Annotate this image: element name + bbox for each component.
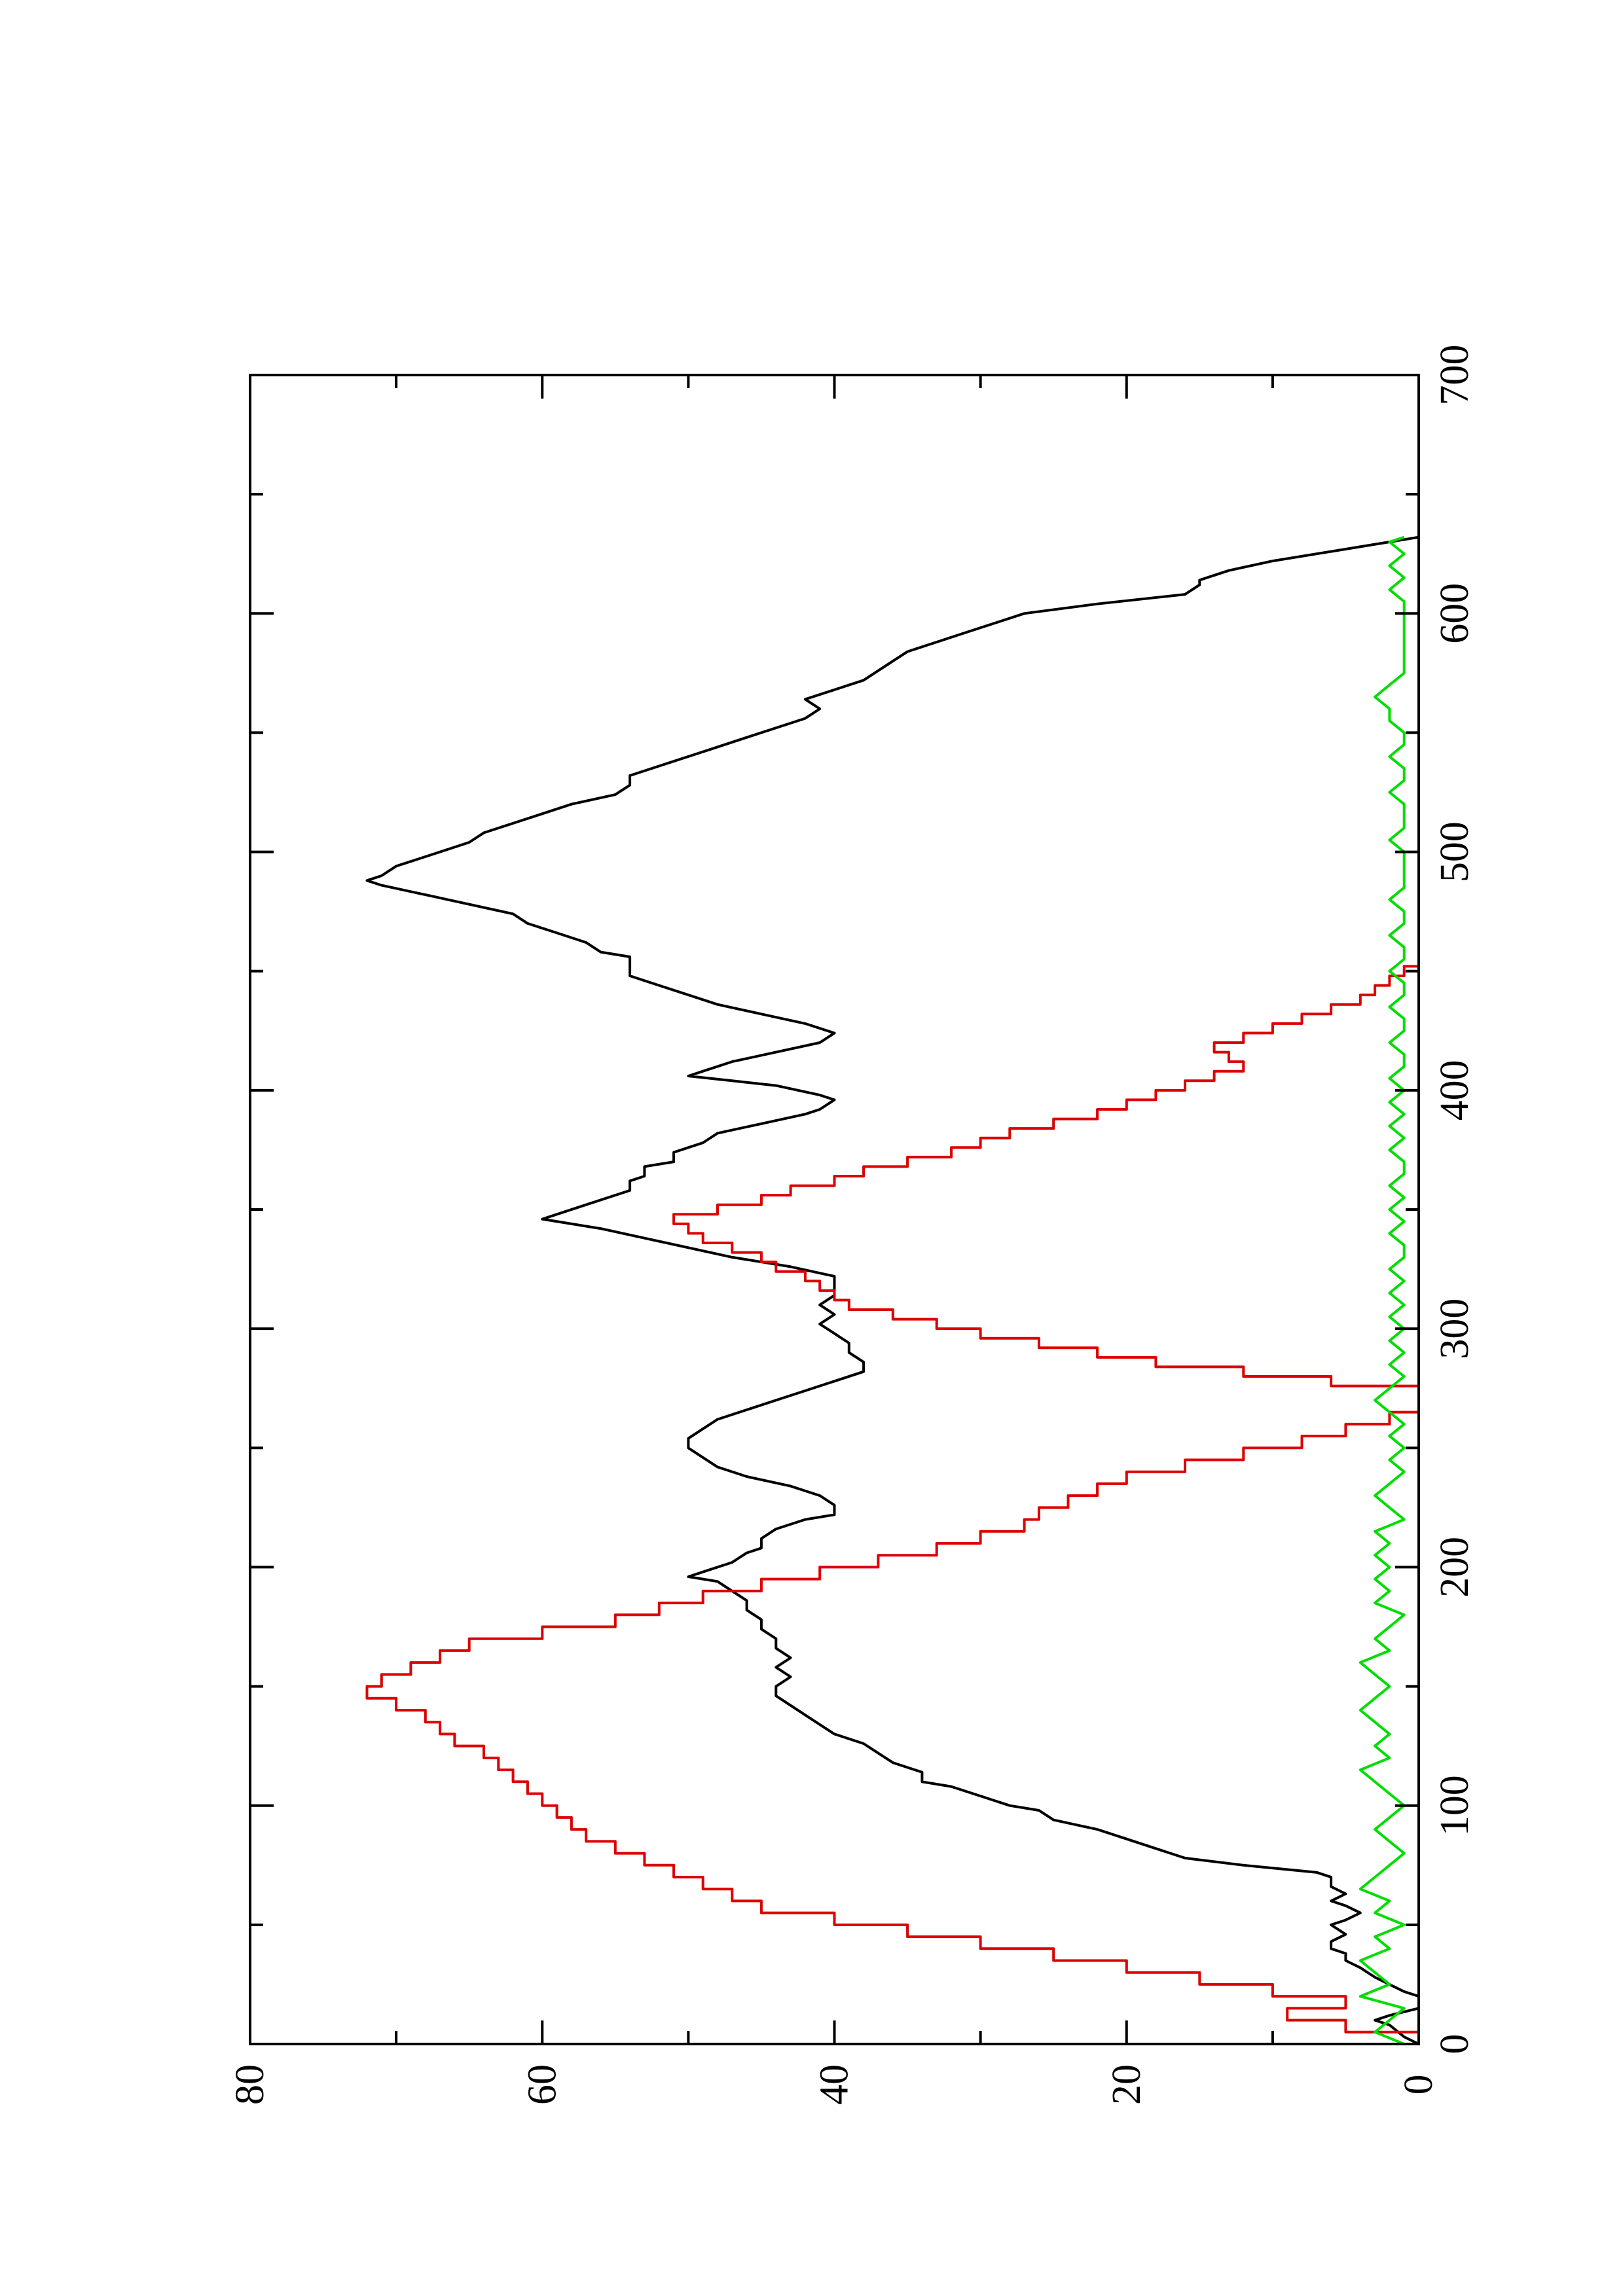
series-line-1 (365, 535, 1420, 2045)
y-tick-label: 40 (812, 2064, 857, 2105)
x-tick-label: 200 (1432, 1537, 1477, 1598)
x-tick-label: 300 (1432, 1299, 1477, 1359)
y-tick-label: 20 (1104, 2064, 1149, 2105)
x-tick-label: 0 (1432, 2034, 1477, 2054)
ticks-layer (249, 374, 1420, 2045)
y-tick-label: 0 (1396, 2075, 1441, 2095)
series-line-2 (365, 965, 1420, 2044)
x-tick-label: 100 (1432, 1775, 1477, 1836)
labels-layer: 0 100 200 300 400 500 600 700 0 20 40 60 80 (228, 345, 1477, 2106)
y-tick-label: 60 (520, 2064, 564, 2105)
y-tick-label: 80 (228, 2064, 272, 2105)
series-line-3 (1359, 535, 1406, 2045)
x-tick-label: 700 (1432, 345, 1477, 406)
series-layer (365, 535, 1420, 2045)
x-tick-label: 400 (1432, 1060, 1477, 1121)
x-tick-label: 600 (1432, 583, 1477, 644)
x-tick-label: 500 (1432, 821, 1477, 882)
plot-frame (249, 374, 1420, 2045)
